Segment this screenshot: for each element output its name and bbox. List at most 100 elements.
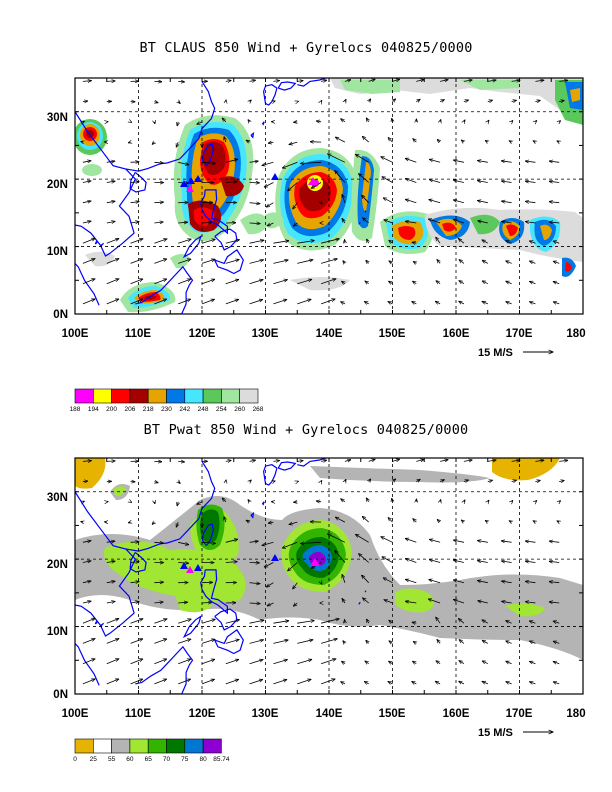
wind-arrow bbox=[383, 198, 393, 204]
lat-tick-label: 10N bbox=[47, 626, 68, 638]
wind-arrow bbox=[436, 617, 441, 624]
lon-tick-label: 180 bbox=[566, 708, 585, 720]
wind-arrow bbox=[382, 177, 393, 183]
wind-arrow bbox=[249, 240, 264, 244]
lat-tick-label: 0N bbox=[53, 689, 68, 701]
coastline-segment bbox=[261, 121, 265, 126]
wind-arrow bbox=[459, 640, 465, 644]
coastline-segment bbox=[201, 523, 215, 547]
wind-arrow bbox=[320, 639, 337, 644]
wind-arrow bbox=[345, 99, 346, 101]
wind-arrow bbox=[128, 142, 130, 143]
reference-vector: 15 M/S bbox=[478, 347, 553, 359]
wind-arrow bbox=[429, 560, 441, 563]
wind-arrow bbox=[154, 659, 166, 665]
colorbar-swatch bbox=[93, 388, 112, 404]
wind-arrow bbox=[130, 542, 139, 543]
wind-arrow bbox=[201, 659, 215, 665]
wind-arrow bbox=[525, 222, 536, 223]
colorbar-swatch bbox=[111, 388, 131, 404]
wind-arrow bbox=[559, 481, 564, 482]
wind-arrow bbox=[248, 500, 250, 502]
wind-arrow bbox=[512, 501, 513, 502]
wind-arrow bbox=[273, 81, 279, 82]
wind-arrow bbox=[130, 659, 143, 665]
wind-arrow bbox=[335, 517, 346, 523]
wind-arrow bbox=[412, 242, 417, 243]
wind-arrow bbox=[512, 121, 513, 122]
wind-arrow bbox=[369, 99, 371, 102]
pwat-map bbox=[74, 457, 584, 695]
wind-arrow bbox=[225, 159, 238, 163]
wind-arrow bbox=[130, 182, 140, 183]
colorbar-label: 200 bbox=[106, 406, 117, 413]
wind-arrow bbox=[201, 602, 212, 603]
colorbar-label: 194 bbox=[88, 406, 99, 413]
wind-arrow bbox=[405, 199, 417, 204]
wind-arrow bbox=[201, 619, 215, 624]
wind-arrow bbox=[453, 560, 464, 563]
wind-arrow bbox=[383, 578, 393, 584]
lon-tick-label: 130E bbox=[252, 328, 279, 340]
wind-arrow bbox=[178, 679, 190, 685]
wind-arrow bbox=[511, 100, 517, 101]
wind-arrow bbox=[482, 301, 488, 304]
wind-arrow bbox=[482, 240, 488, 244]
wind-arrow bbox=[178, 222, 187, 223]
wind-arrow bbox=[328, 154, 346, 163]
wind-arrow bbox=[344, 460, 351, 462]
wind-arrow bbox=[502, 561, 512, 563]
colorbar-swatch bbox=[202, 388, 222, 404]
wind-arrow bbox=[178, 541, 189, 544]
wind-arrow bbox=[249, 640, 264, 644]
panel-title-top: BT CLAUS 850 Wind + Gyrelocs 040825/0000 bbox=[139, 40, 473, 56]
wind-arrow bbox=[362, 575, 369, 583]
colorbar-label: 80 bbox=[199, 756, 207, 763]
wind-arrow bbox=[201, 542, 216, 543]
wind-arrow bbox=[293, 202, 298, 209]
wind-arrow bbox=[249, 223, 261, 224]
wind-arrow bbox=[478, 161, 488, 163]
wind-arrow bbox=[273, 660, 287, 665]
wind-arrow bbox=[440, 460, 448, 462]
colorbar-label: 70 bbox=[163, 756, 171, 763]
wind-arrow bbox=[392, 79, 400, 81]
wind-arrow bbox=[416, 99, 420, 101]
colorbar-label: 75 bbox=[181, 756, 189, 763]
coastline-segment bbox=[214, 249, 244, 275]
wind-arrow bbox=[293, 603, 298, 606]
wind-arrow bbox=[453, 580, 465, 584]
wind-arrow bbox=[549, 222, 560, 223]
wind-arrow bbox=[268, 522, 274, 523]
wind-arrow bbox=[525, 602, 536, 603]
reference-vector: 15 M/S bbox=[478, 727, 553, 739]
wind-arrow bbox=[413, 641, 416, 643]
wind-arrow bbox=[439, 100, 444, 102]
wind-arrow bbox=[553, 662, 560, 664]
wind-arrow bbox=[131, 502, 132, 503]
wind-arrow bbox=[342, 281, 345, 283]
wind-arrow bbox=[553, 261, 560, 263]
wind-arrow bbox=[128, 522, 130, 523]
colorbar-label: 248 bbox=[198, 406, 209, 413]
wind-arrow bbox=[368, 79, 375, 81]
wind-arrow bbox=[511, 460, 520, 461]
wind-arrow bbox=[225, 182, 237, 183]
coastline-segment bbox=[358, 221, 361, 225]
wind-arrow bbox=[154, 482, 158, 483]
gyre-location-marker bbox=[180, 180, 188, 187]
wind-arrow bbox=[525, 541, 536, 542]
wind-arrow bbox=[177, 501, 178, 506]
wind-arrow bbox=[392, 459, 400, 461]
lat-tick-label: 20N bbox=[47, 559, 68, 571]
wind-arrow bbox=[381, 157, 393, 163]
wind-arrow bbox=[178, 259, 191, 264]
wind-arrow bbox=[487, 100, 493, 101]
wind-arrow bbox=[525, 181, 536, 182]
wind-arrow bbox=[320, 679, 335, 685]
wind-arrow bbox=[342, 599, 345, 604]
wind-arrow bbox=[405, 221, 417, 223]
wind-arrow bbox=[321, 460, 327, 461]
wind-arrow bbox=[225, 80, 231, 81]
colorbar-label: 268 bbox=[253, 406, 264, 413]
